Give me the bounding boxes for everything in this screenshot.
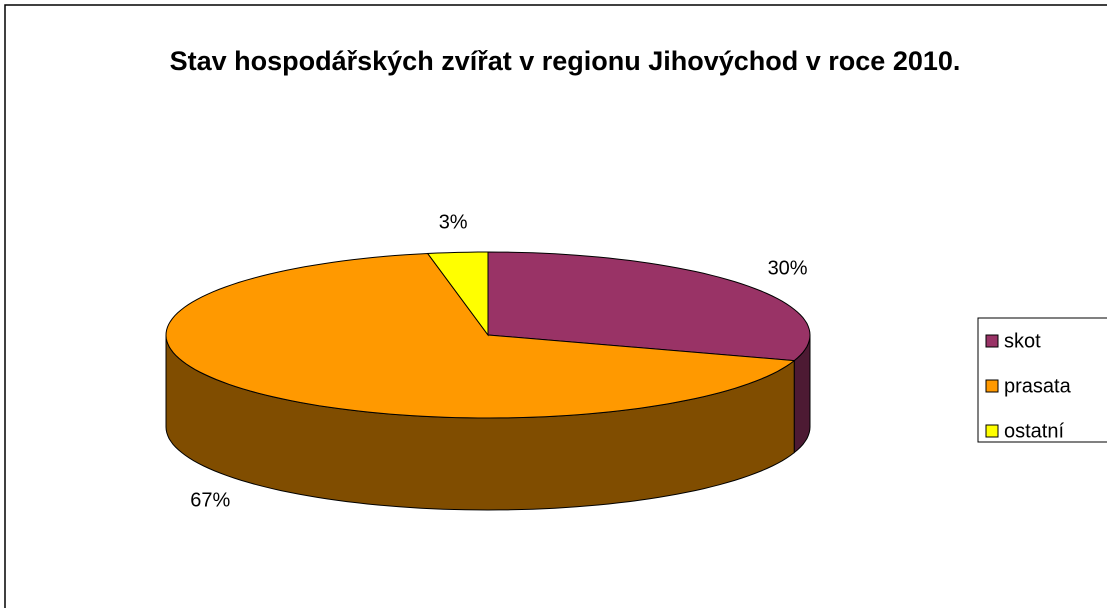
legend-label: skot	[1004, 330, 1041, 352]
legend-swatch	[985, 379, 999, 393]
legend-swatch	[985, 334, 999, 348]
pie-slice	[487, 251, 811, 362]
legend-label: prasata	[1004, 375, 1072, 397]
pie-slice	[165, 252, 796, 419]
data-label: 30%	[768, 257, 808, 279]
data-label: 67%	[190, 489, 230, 511]
chart-title: Stav hospodářských zvířat v regionu Jiho…	[169, 46, 961, 76]
legend-label: ostatní	[1004, 420, 1064, 442]
data-label: 3%	[439, 212, 468, 234]
legend-box	[977, 317, 1107, 443]
pie-slice	[426, 251, 489, 337]
legend-swatch	[985, 424, 999, 438]
